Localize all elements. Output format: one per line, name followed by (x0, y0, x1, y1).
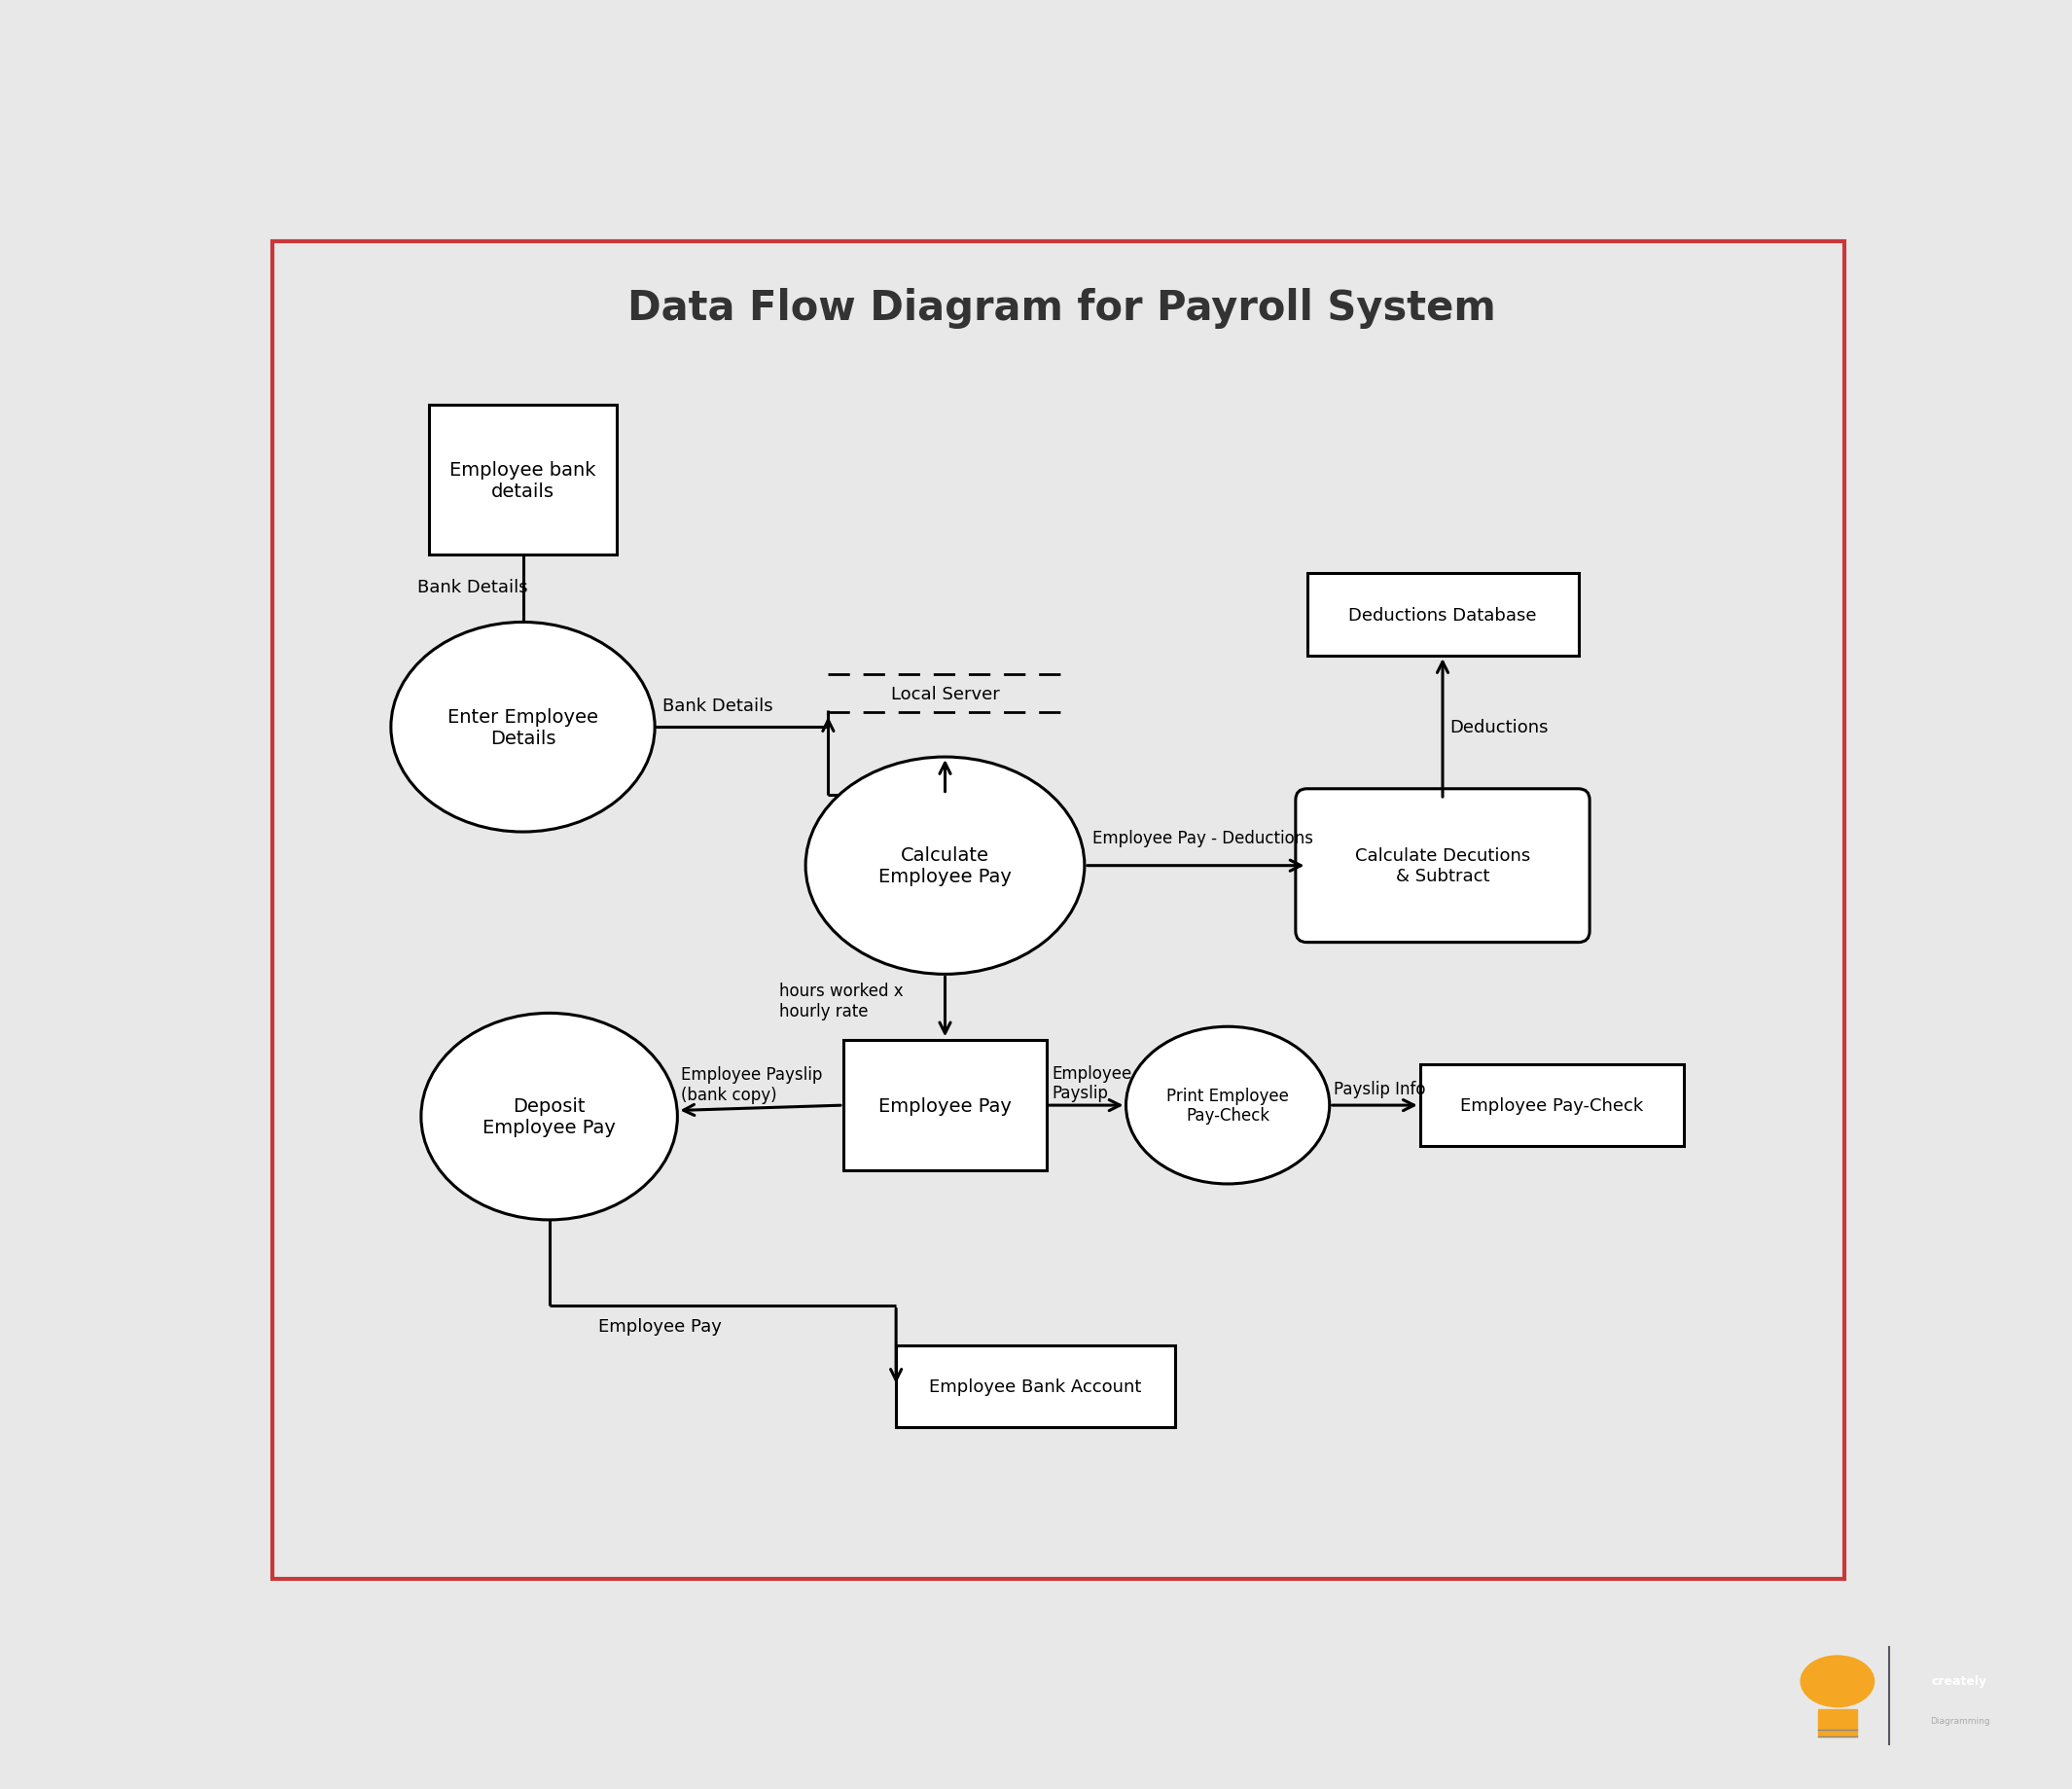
Text: Payslip Info: Payslip Info (1332, 1081, 1426, 1098)
Text: Deposit
Employee Pay: Deposit Employee Pay (483, 1097, 615, 1136)
Text: Employee Pay - Deductions: Employee Pay - Deductions (1092, 830, 1314, 848)
FancyBboxPatch shape (429, 406, 617, 555)
Text: Employee Pay: Employee Pay (879, 1097, 1011, 1115)
Text: Deductions: Deductions (1450, 719, 1550, 737)
FancyBboxPatch shape (1817, 1708, 1857, 1735)
Text: Local Server: Local Server (891, 685, 999, 703)
Text: hours worked x
hourly rate: hours worked x hourly rate (779, 982, 903, 1020)
Ellipse shape (392, 623, 655, 832)
Text: Calculate Decutions
& Subtract: Calculate Decutions & Subtract (1355, 848, 1531, 886)
FancyBboxPatch shape (843, 1039, 1046, 1172)
Text: Calculate
Employee Pay: Calculate Employee Pay (879, 846, 1011, 886)
Ellipse shape (1801, 1657, 1873, 1707)
Text: Employee bank
details: Employee bank details (450, 460, 597, 501)
Text: Employee Pay-Check: Employee Pay-Check (1461, 1097, 1643, 1115)
Text: Diagramming: Diagramming (1929, 1716, 1989, 1725)
FancyBboxPatch shape (1307, 574, 1579, 657)
Text: Data Flow Diagram for Payroll System: Data Flow Diagram for Payroll System (628, 288, 1496, 329)
Ellipse shape (421, 1014, 678, 1220)
Text: Bank Details: Bank Details (663, 698, 773, 716)
Ellipse shape (806, 757, 1084, 975)
Text: Employee Bank Account: Employee Bank Account (930, 1378, 1142, 1395)
FancyBboxPatch shape (895, 1345, 1175, 1428)
Text: Deductions Database: Deductions Database (1349, 606, 1537, 624)
Text: creately: creately (1931, 1675, 1987, 1687)
Text: Enter Employee
Details: Enter Employee Details (448, 708, 599, 748)
Text: Print Employee
Pay-Check: Print Employee Pay-Check (1167, 1086, 1289, 1125)
Text: Bank Details: Bank Details (416, 580, 528, 596)
Text: Employee Payslip
(bank copy): Employee Payslip (bank copy) (682, 1066, 823, 1104)
Text: Employee
Payslip: Employee Payslip (1053, 1064, 1131, 1102)
Text: Employee Pay: Employee Pay (599, 1318, 721, 1335)
FancyBboxPatch shape (1419, 1064, 1685, 1147)
FancyBboxPatch shape (1295, 789, 1589, 943)
Ellipse shape (1125, 1027, 1330, 1184)
